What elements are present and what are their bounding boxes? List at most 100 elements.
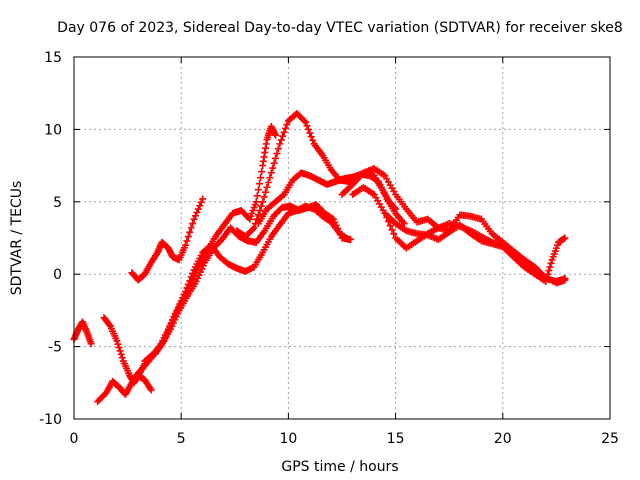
y-tick-label: 15 (44, 50, 62, 66)
x-tick-labels: 0 5 10 15 20 25 (70, 431, 619, 447)
data-point (115, 344, 123, 352)
data-point (105, 321, 113, 329)
data-point (254, 211, 262, 219)
x-tick-label: 20 (494, 431, 512, 447)
data-point (250, 224, 258, 232)
data-point (160, 337, 168, 345)
data-point (328, 214, 336, 222)
data-point (193, 266, 201, 274)
x-tick-label: 0 (70, 431, 79, 447)
data-point (252, 198, 260, 206)
plot-frame (73, 56, 611, 420)
data-point (187, 224, 195, 232)
chart-title: Day 076 of 2023, Sidereal Day-to-day VTE… (57, 20, 623, 36)
data-point (193, 208, 201, 216)
data-point (198, 265, 206, 273)
data-points (70, 109, 569, 406)
data-point (254, 186, 262, 194)
data-point (274, 145, 282, 153)
data-point (306, 129, 314, 137)
series-track-e (132, 202, 352, 380)
data-point (262, 188, 270, 196)
data-point (113, 337, 121, 345)
data-point (329, 215, 337, 223)
series-track-l (381, 209, 569, 285)
data-point (279, 132, 287, 140)
data-point (269, 164, 277, 172)
data-point (163, 330, 171, 338)
data-point (280, 128, 288, 136)
data-point (167, 320, 175, 328)
data-point (272, 131, 280, 139)
data-point (544, 270, 552, 278)
data-point (189, 276, 197, 284)
data-point (181, 241, 189, 249)
data-point (561, 234, 569, 242)
data-point (164, 327, 172, 335)
data-point (335, 228, 343, 236)
data-point (253, 192, 261, 200)
data-point (561, 276, 569, 284)
data-point (256, 206, 264, 214)
data-point (117, 350, 125, 358)
data-point (186, 228, 194, 236)
axis-ticks (73, 56, 611, 420)
data-point (191, 212, 199, 220)
y-tick-label: 10 (44, 122, 62, 138)
y-tick-label: 0 (53, 267, 62, 283)
data-point (277, 136, 285, 144)
data-point (373, 177, 381, 185)
data-point (189, 220, 197, 228)
series-track-i (254, 169, 408, 228)
data-point (184, 233, 192, 241)
data-point (400, 220, 408, 228)
data-point (276, 140, 284, 148)
data-point (195, 271, 203, 279)
data-point (542, 277, 550, 285)
data-point (166, 323, 174, 331)
data-point (304, 125, 312, 133)
data-point (270, 159, 278, 167)
data-point (199, 262, 207, 270)
x-tick-label: 25 (601, 431, 619, 447)
x-tick-label: 5 (177, 431, 186, 447)
data-point (190, 215, 198, 223)
data-point (302, 118, 310, 126)
data-point (257, 202, 265, 210)
data-point (186, 282, 194, 290)
data-point (183, 237, 191, 245)
data-point (347, 235, 355, 243)
data-point (282, 124, 290, 132)
data-point (545, 267, 553, 275)
data-point (334, 225, 342, 233)
data-point (191, 269, 199, 277)
data-point (197, 198, 205, 206)
series-track-a (70, 318, 95, 348)
series-track-g (151, 123, 280, 358)
data-point (267, 169, 275, 177)
data-point (263, 183, 271, 191)
data-point (259, 198, 267, 206)
data-point (272, 154, 280, 162)
series-track-f (141, 201, 355, 365)
y-tick-label: -10 (39, 412, 62, 428)
data-point (194, 274, 202, 282)
data-point (543, 274, 551, 282)
y-axis-label: SDTVAR / TECUs (9, 181, 25, 296)
data-point (190, 272, 198, 280)
data-point (196, 268, 204, 276)
data-point (249, 225, 257, 233)
data-point (386, 222, 394, 230)
data-point (279, 192, 287, 200)
data-point (147, 386, 155, 394)
data-point (332, 221, 340, 229)
data-point (331, 218, 339, 226)
data-point (258, 168, 266, 176)
data-point (196, 202, 204, 210)
y-tick-labels: -10 -5 0 5 10 15 (39, 50, 62, 428)
y-tick-label: 5 (53, 195, 62, 211)
data-point (194, 205, 202, 213)
data-point (260, 193, 268, 201)
data-point (388, 226, 396, 234)
